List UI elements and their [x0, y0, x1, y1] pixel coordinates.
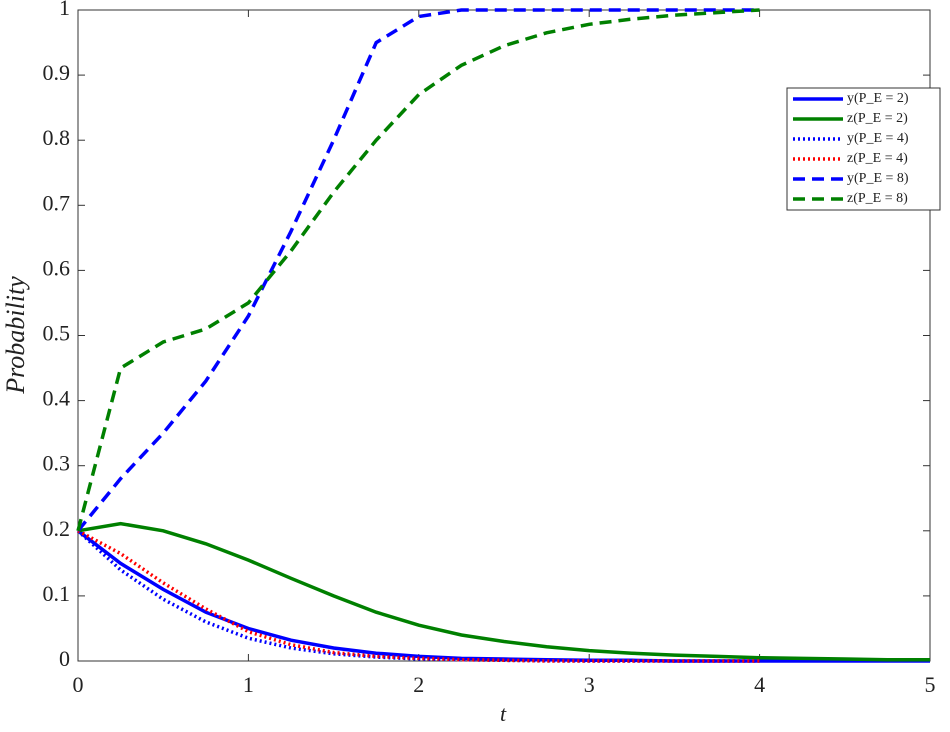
- series-line: [77, 521, 930, 662]
- series-line: [76, 529, 760, 663]
- legend-label: z(P_E = 8): [847, 191, 908, 206]
- legend-box: [786, 87, 941, 211]
- legend-label: y(P_E = 2): [847, 91, 909, 106]
- legend-label: z(P_E = 4): [847, 151, 908, 166]
- x-axis-label: t: [500, 701, 507, 726]
- y-tick-label: 0.2: [43, 516, 71, 541]
- legend: y(P_E = 2) z(P_E = 2) y(P_E = 4) z(P_E = 4)…: [786, 87, 941, 211]
- y-tick-label: 0.7: [43, 190, 71, 215]
- x-tick-label: 5: [925, 672, 936, 697]
- series-line: [76, 8, 760, 532]
- x-tick-label: 0: [73, 672, 84, 697]
- legend-label: y(P_E = 4): [847, 131, 909, 146]
- legend-label: z(P_E = 2): [847, 111, 908, 126]
- y-tick-label: 0.6: [43, 255, 71, 280]
- y-tick-label: 0: [59, 646, 70, 671]
- y-tick-label: 0.4: [43, 386, 71, 411]
- x-tick-label: 2: [413, 672, 424, 697]
- x-tick-label: 4: [754, 672, 765, 697]
- series-line: [76, 8, 760, 532]
- x-tick-label: 3: [584, 672, 595, 697]
- y-tick-label: 1: [59, 0, 70, 20]
- y-tick-label: 0.8: [43, 125, 71, 150]
- y-tick-label: 0.5: [43, 321, 71, 346]
- x-tick-label: 1: [243, 672, 254, 697]
- y-tick-label: 0.3: [43, 451, 71, 476]
- legend-label: y(P_E = 8): [847, 171, 909, 186]
- y-tick-label: 0.9: [43, 60, 71, 85]
- series-line: [77, 529, 760, 663]
- y-tick-label: 0.1: [43, 581, 71, 606]
- y-axis-label: Probability: [1, 276, 30, 395]
